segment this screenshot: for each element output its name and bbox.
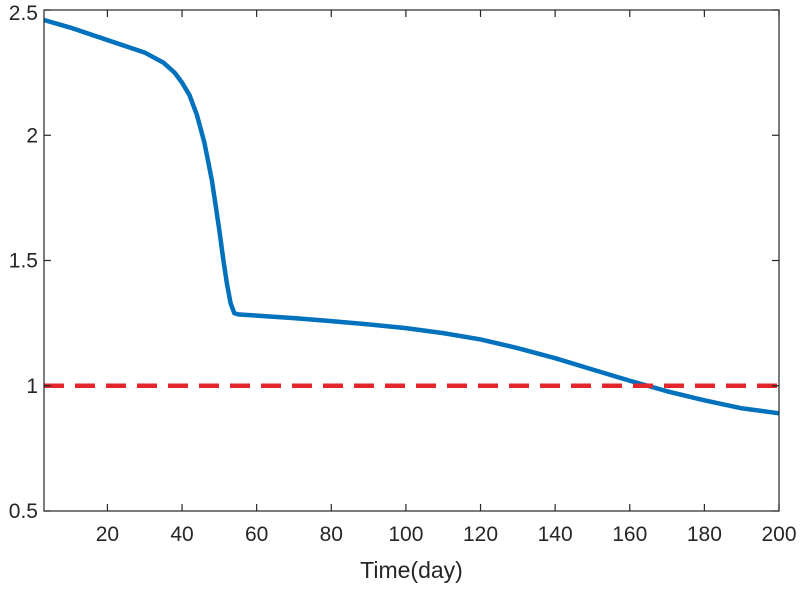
y-tick-label: 0.5 <box>9 500 38 523</box>
x-axis-ticks: 20 40 60 80 100 120 140 160 180 200 <box>96 10 797 546</box>
y-tick-label: 2.5 <box>9 2 38 25</box>
x-tick-label: 200 <box>761 523 796 546</box>
x-tick-label: 40 <box>170 523 193 546</box>
plot-lines <box>43 17 780 416</box>
x-tick-label: 180 <box>687 523 722 546</box>
y-tick-label: 1.5 <box>9 250 38 273</box>
x-tick-label: 60 <box>245 523 268 546</box>
x-tick-label: 100 <box>388 523 423 546</box>
y-tick-label: 1 <box>26 375 38 398</box>
x-tick-label: 140 <box>538 523 573 546</box>
x-tick-label: 120 <box>463 523 498 546</box>
axes-box <box>43 9 780 512</box>
y-axis-ticks: 0.5 1 1.5 2 2.5 <box>9 2 779 523</box>
x-tick-label: 160 <box>612 523 647 546</box>
x-axis-label: Time(day) <box>360 557 463 583</box>
x-tick-label: 80 <box>320 523 343 546</box>
y-tick-label: 2 <box>26 124 38 147</box>
series-line <box>43 17 780 416</box>
x-tick-label: 20 <box>96 523 119 546</box>
